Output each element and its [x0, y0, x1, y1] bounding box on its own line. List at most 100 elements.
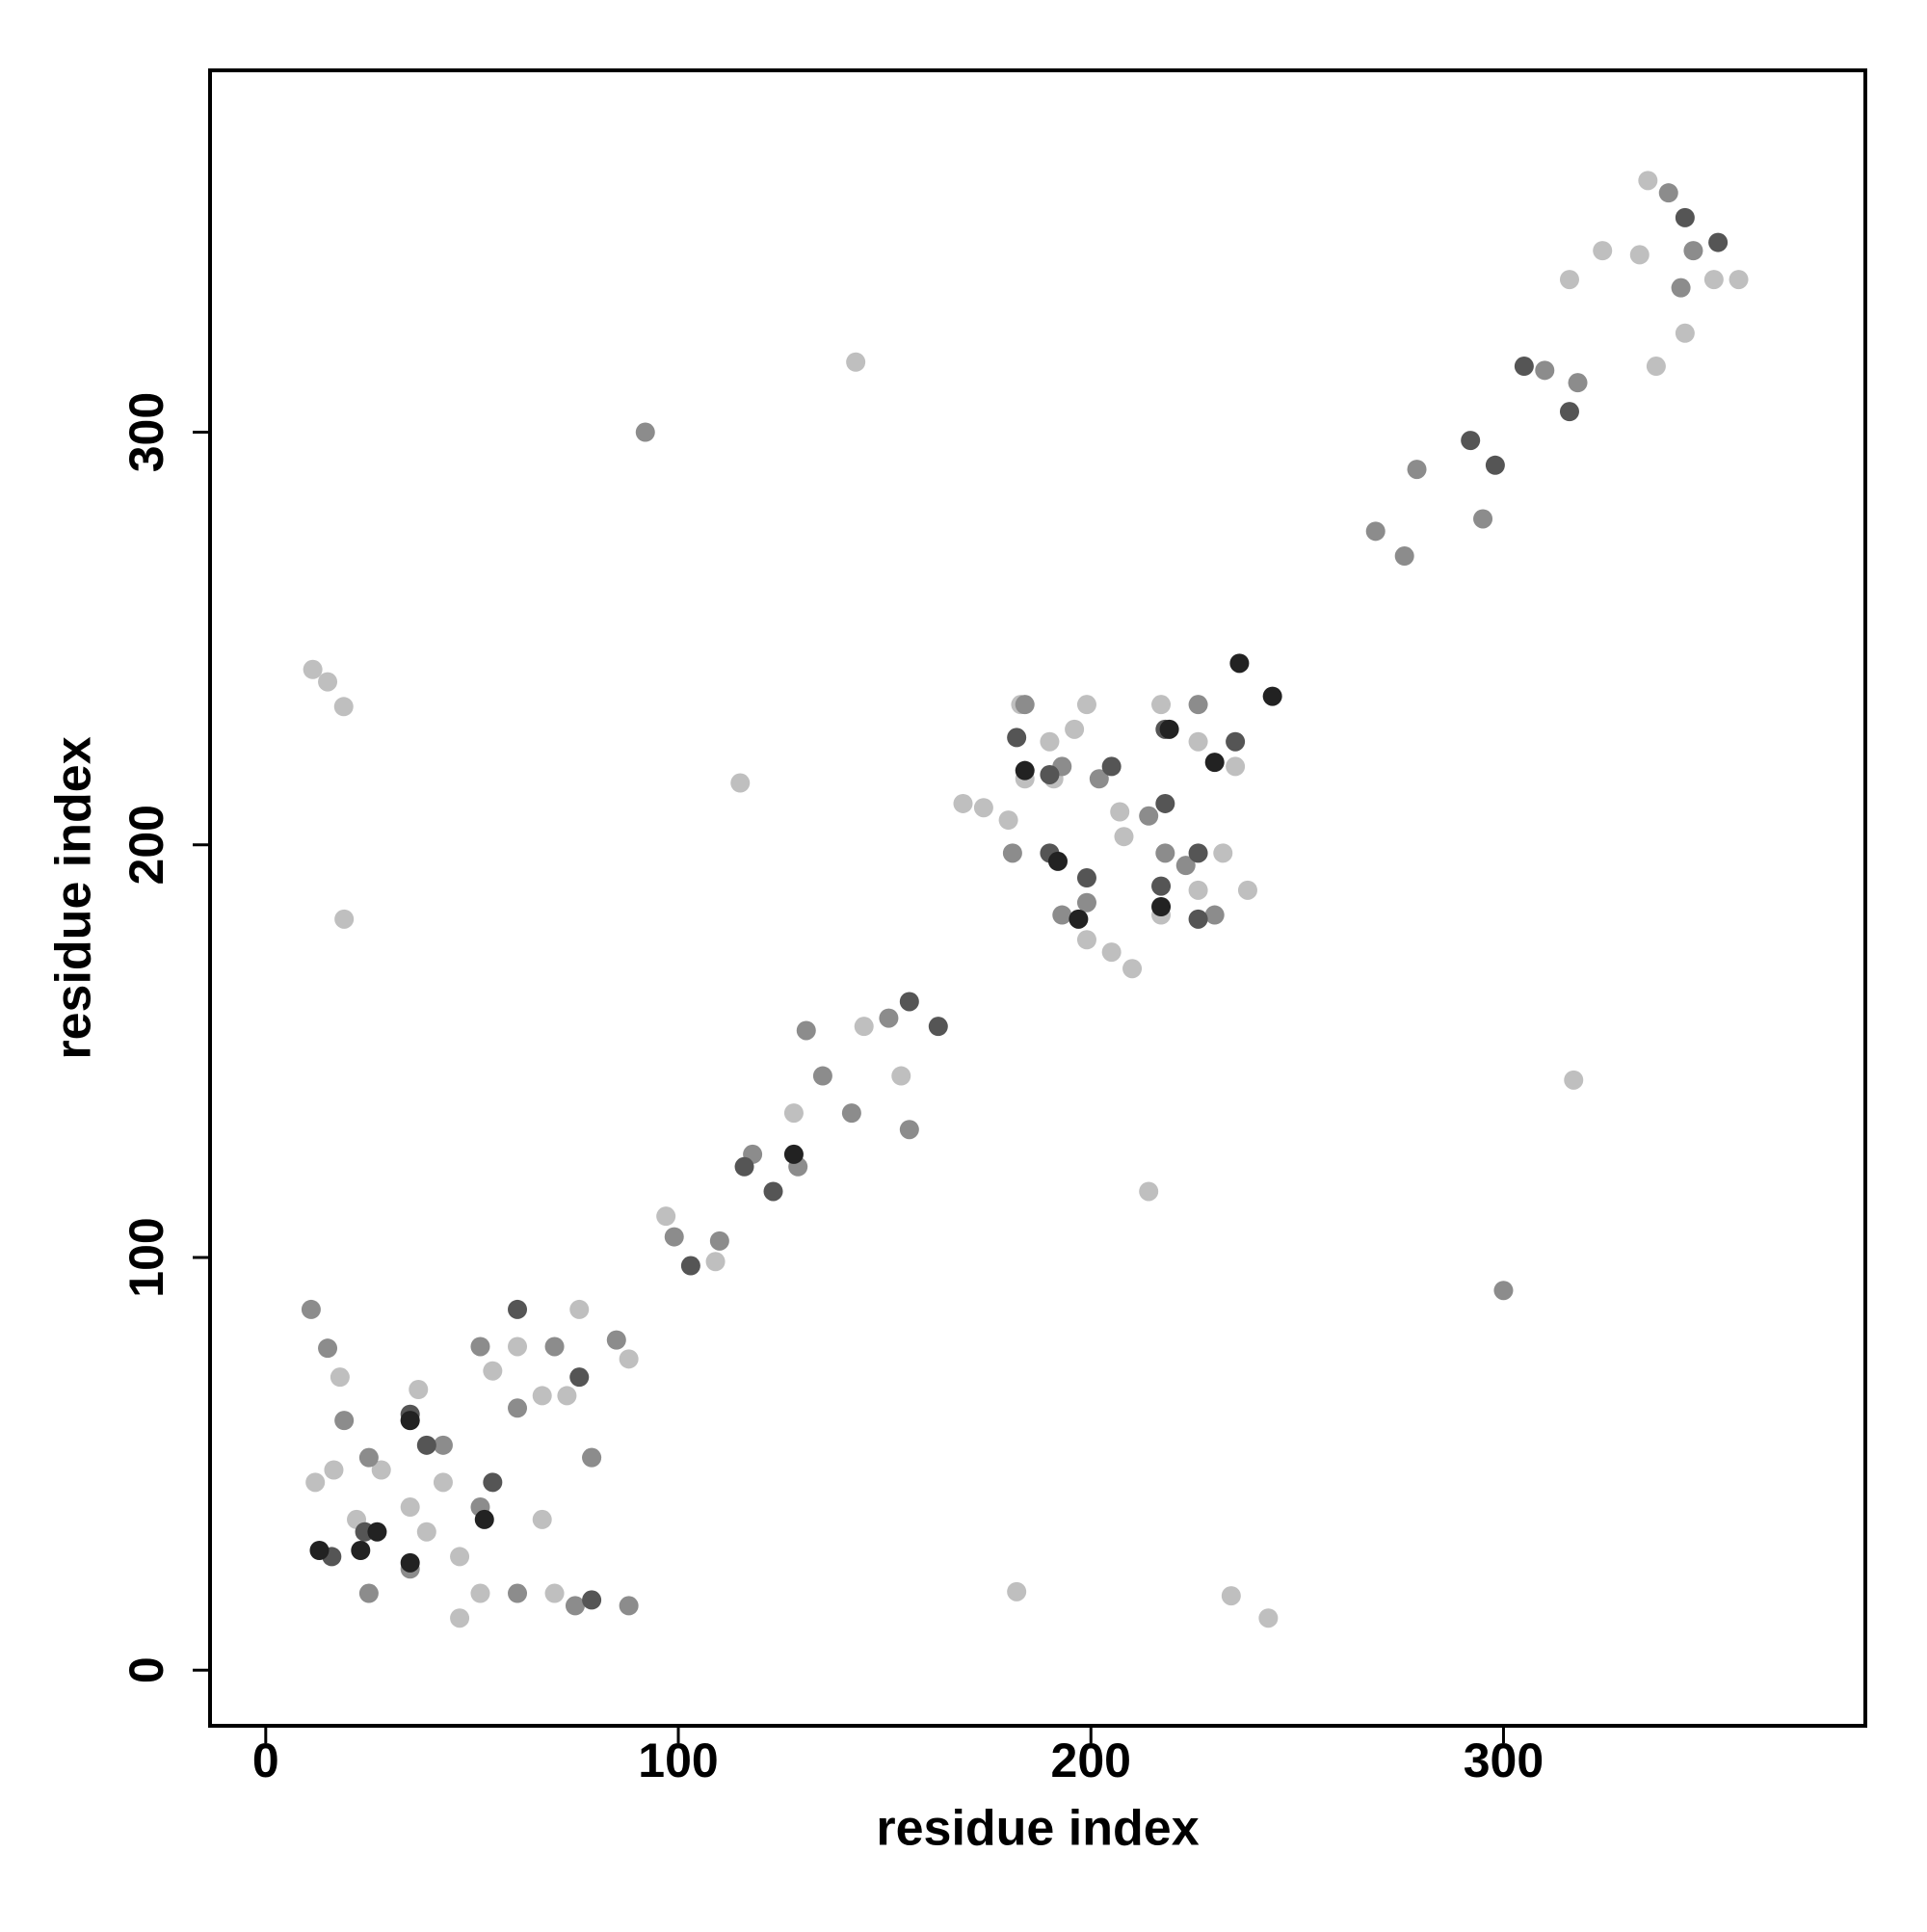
- point: [1535, 360, 1555, 381]
- point: [1559, 270, 1579, 290]
- point: [709, 1231, 729, 1251]
- point: [303, 659, 323, 679]
- point: [1593, 241, 1613, 261]
- point: [899, 992, 919, 1012]
- point: [1226, 756, 1246, 777]
- point: [358, 1447, 379, 1468]
- point: [1258, 1608, 1279, 1628]
- point: [730, 773, 751, 793]
- point: [1101, 756, 1122, 777]
- point: [416, 1522, 436, 1542]
- point: [433, 1435, 453, 1455]
- point: [1110, 802, 1130, 822]
- point: [1114, 827, 1134, 847]
- point: [508, 1583, 528, 1603]
- point: [1139, 1181, 1159, 1202]
- point: [783, 1144, 804, 1164]
- point: [1040, 731, 1060, 752]
- point: [1002, 843, 1022, 863]
- point: [470, 1337, 490, 1357]
- point: [1514, 357, 1534, 377]
- x-axis-label: residue index: [876, 1801, 1199, 1857]
- point: [1065, 719, 1085, 739]
- point: [1188, 880, 1208, 900]
- point: [569, 1367, 590, 1388]
- x-tick-label: 0: [252, 1734, 279, 1787]
- point: [1237, 880, 1257, 900]
- point: [544, 1337, 565, 1357]
- x-tick-label: 300: [1464, 1734, 1544, 1787]
- point: [879, 1008, 899, 1028]
- point: [565, 1596, 585, 1616]
- point: [1671, 278, 1691, 298]
- point: [635, 422, 655, 442]
- point: [1151, 896, 1172, 916]
- point: [1658, 183, 1678, 203]
- point: [1221, 1586, 1241, 1606]
- point: [1675, 207, 1695, 227]
- point: [450, 1547, 470, 1567]
- point: [416, 1435, 436, 1455]
- point: [1007, 728, 1027, 748]
- point: [1262, 686, 1282, 706]
- point: [1213, 843, 1233, 863]
- point: [680, 1256, 700, 1276]
- point: [1226, 731, 1246, 752]
- point: [1708, 232, 1729, 252]
- point: [483, 1472, 503, 1493]
- point: [1229, 653, 1250, 674]
- point: [656, 1206, 676, 1227]
- point: [1159, 719, 1179, 739]
- point: [1015, 760, 1035, 781]
- point: [1485, 455, 1505, 475]
- point: [891, 1066, 911, 1086]
- point: [1101, 942, 1122, 963]
- point: [899, 1120, 919, 1140]
- point: [569, 1299, 590, 1319]
- point: [1040, 764, 1060, 784]
- point: [400, 1411, 420, 1431]
- y-tick-label: 200: [119, 805, 173, 885]
- point: [324, 1460, 344, 1480]
- point: [400, 1552, 420, 1573]
- y-axis-label: residue index: [46, 736, 102, 1059]
- point: [1559, 402, 1579, 422]
- point: [483, 1361, 503, 1381]
- point: [309, 1541, 330, 1561]
- point: [474, 1509, 494, 1529]
- point: [812, 1066, 832, 1086]
- point: [664, 1227, 684, 1247]
- point: [1151, 695, 1172, 715]
- point: [734, 1156, 754, 1177]
- y-tick-label: 100: [119, 1217, 173, 1297]
- point: [928, 1017, 948, 1037]
- point: [1089, 769, 1109, 789]
- point: [433, 1472, 453, 1493]
- point: [796, 1020, 816, 1041]
- point: [409, 1380, 429, 1400]
- point: [705, 1252, 726, 1272]
- point: [1461, 431, 1481, 451]
- point: [301, 1299, 321, 1319]
- point: [334, 1411, 355, 1431]
- point: [544, 1583, 565, 1603]
- point: [334, 909, 355, 929]
- point: [1139, 806, 1159, 826]
- point: [1175, 856, 1196, 876]
- point: [1646, 357, 1666, 377]
- point: [1188, 731, 1208, 752]
- point: [1568, 373, 1588, 393]
- point: [973, 798, 993, 818]
- point: [557, 1386, 577, 1406]
- point: [1703, 270, 1724, 290]
- point: [532, 1386, 552, 1406]
- point: [1675, 323, 1695, 343]
- plot-frame: [208, 68, 1867, 1728]
- point: [606, 1330, 626, 1350]
- point: [508, 1398, 528, 1418]
- point: [841, 1103, 861, 1124]
- point: [1473, 509, 1493, 529]
- point: [1052, 905, 1072, 925]
- point: [846, 352, 866, 372]
